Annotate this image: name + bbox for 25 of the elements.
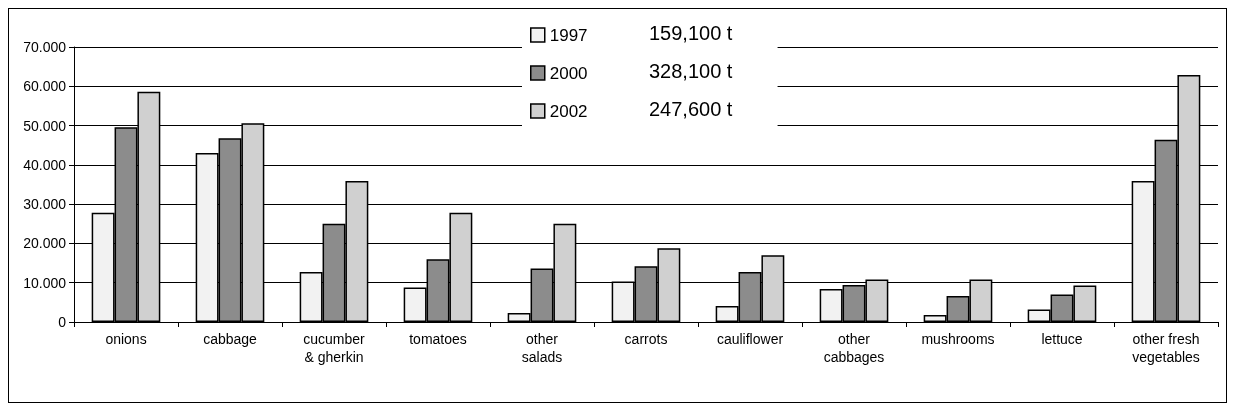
y-tick-label: 0 bbox=[58, 314, 67, 330]
annotation: 247,600 t bbox=[649, 98, 733, 120]
legend-label: 1997 bbox=[549, 25, 588, 45]
annotation: 328,100 t bbox=[649, 60, 733, 82]
y-tick-label: 30.000 bbox=[23, 196, 67, 213]
y-tick-label: 60.000 bbox=[23, 78, 67, 95]
x-tick-label: onions bbox=[105, 331, 147, 347]
legend-label: 2002 bbox=[549, 101, 588, 121]
y-tick-label: 10.000 bbox=[23, 274, 67, 291]
x-tick-label: carrots bbox=[624, 331, 668, 347]
x-tick-label: other cabbages bbox=[823, 331, 885, 365]
x-tick-label: cabbage bbox=[203, 331, 258, 347]
x-tick-label: cucumber & gherkin bbox=[303, 331, 366, 365]
x-tick-label: other fresh vegetables bbox=[1132, 331, 1200, 365]
text: 159,100 t bbox=[649, 22, 733, 44]
x-tick-label: other salads bbox=[521, 331, 563, 365]
y-tick-label: 40.000 bbox=[23, 156, 67, 173]
y-tick-label: 70.000 bbox=[23, 39, 67, 55]
legend-label: 2000 bbox=[549, 63, 588, 83]
x-tick-label: mushrooms bbox=[921, 331, 995, 347]
x-tick-label: tomatoes bbox=[409, 331, 467, 347]
x-tick-label: cauliflower bbox=[716, 331, 784, 347]
y-tick-label: 50.000 bbox=[23, 117, 67, 134]
x-tick-label: lettuce bbox=[1041, 331, 1083, 347]
y-tick-label: 20.000 bbox=[23, 235, 67, 252]
